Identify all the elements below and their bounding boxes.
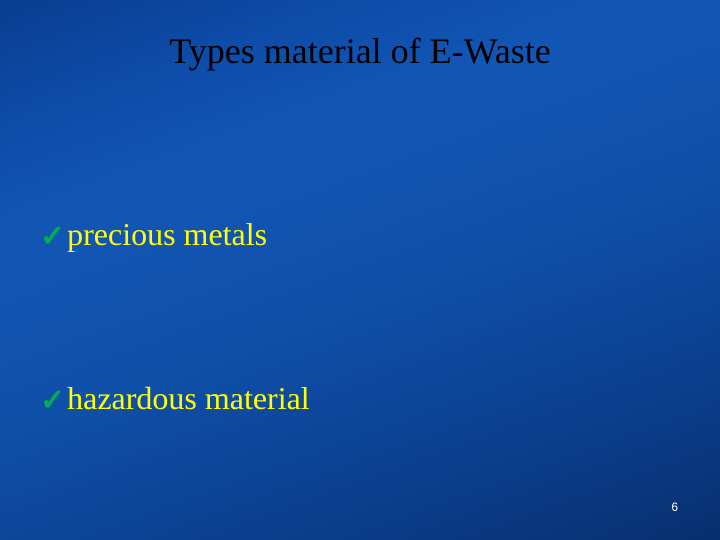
slide-title: Types material of E-Waste bbox=[0, 30, 720, 72]
bullet-item: ✓ precious metals bbox=[40, 216, 267, 253]
bullet-item: ✓ hazardous material bbox=[40, 380, 310, 417]
bullet-text: precious metals bbox=[67, 216, 267, 253]
check-icon: ✓ bbox=[40, 222, 65, 252]
check-icon: ✓ bbox=[40, 386, 65, 416]
page-number: 6 bbox=[671, 500, 678, 514]
bullet-text: hazardous material bbox=[67, 380, 310, 417]
slide: Types material of E-Waste ✓ precious met… bbox=[0, 0, 720, 540]
